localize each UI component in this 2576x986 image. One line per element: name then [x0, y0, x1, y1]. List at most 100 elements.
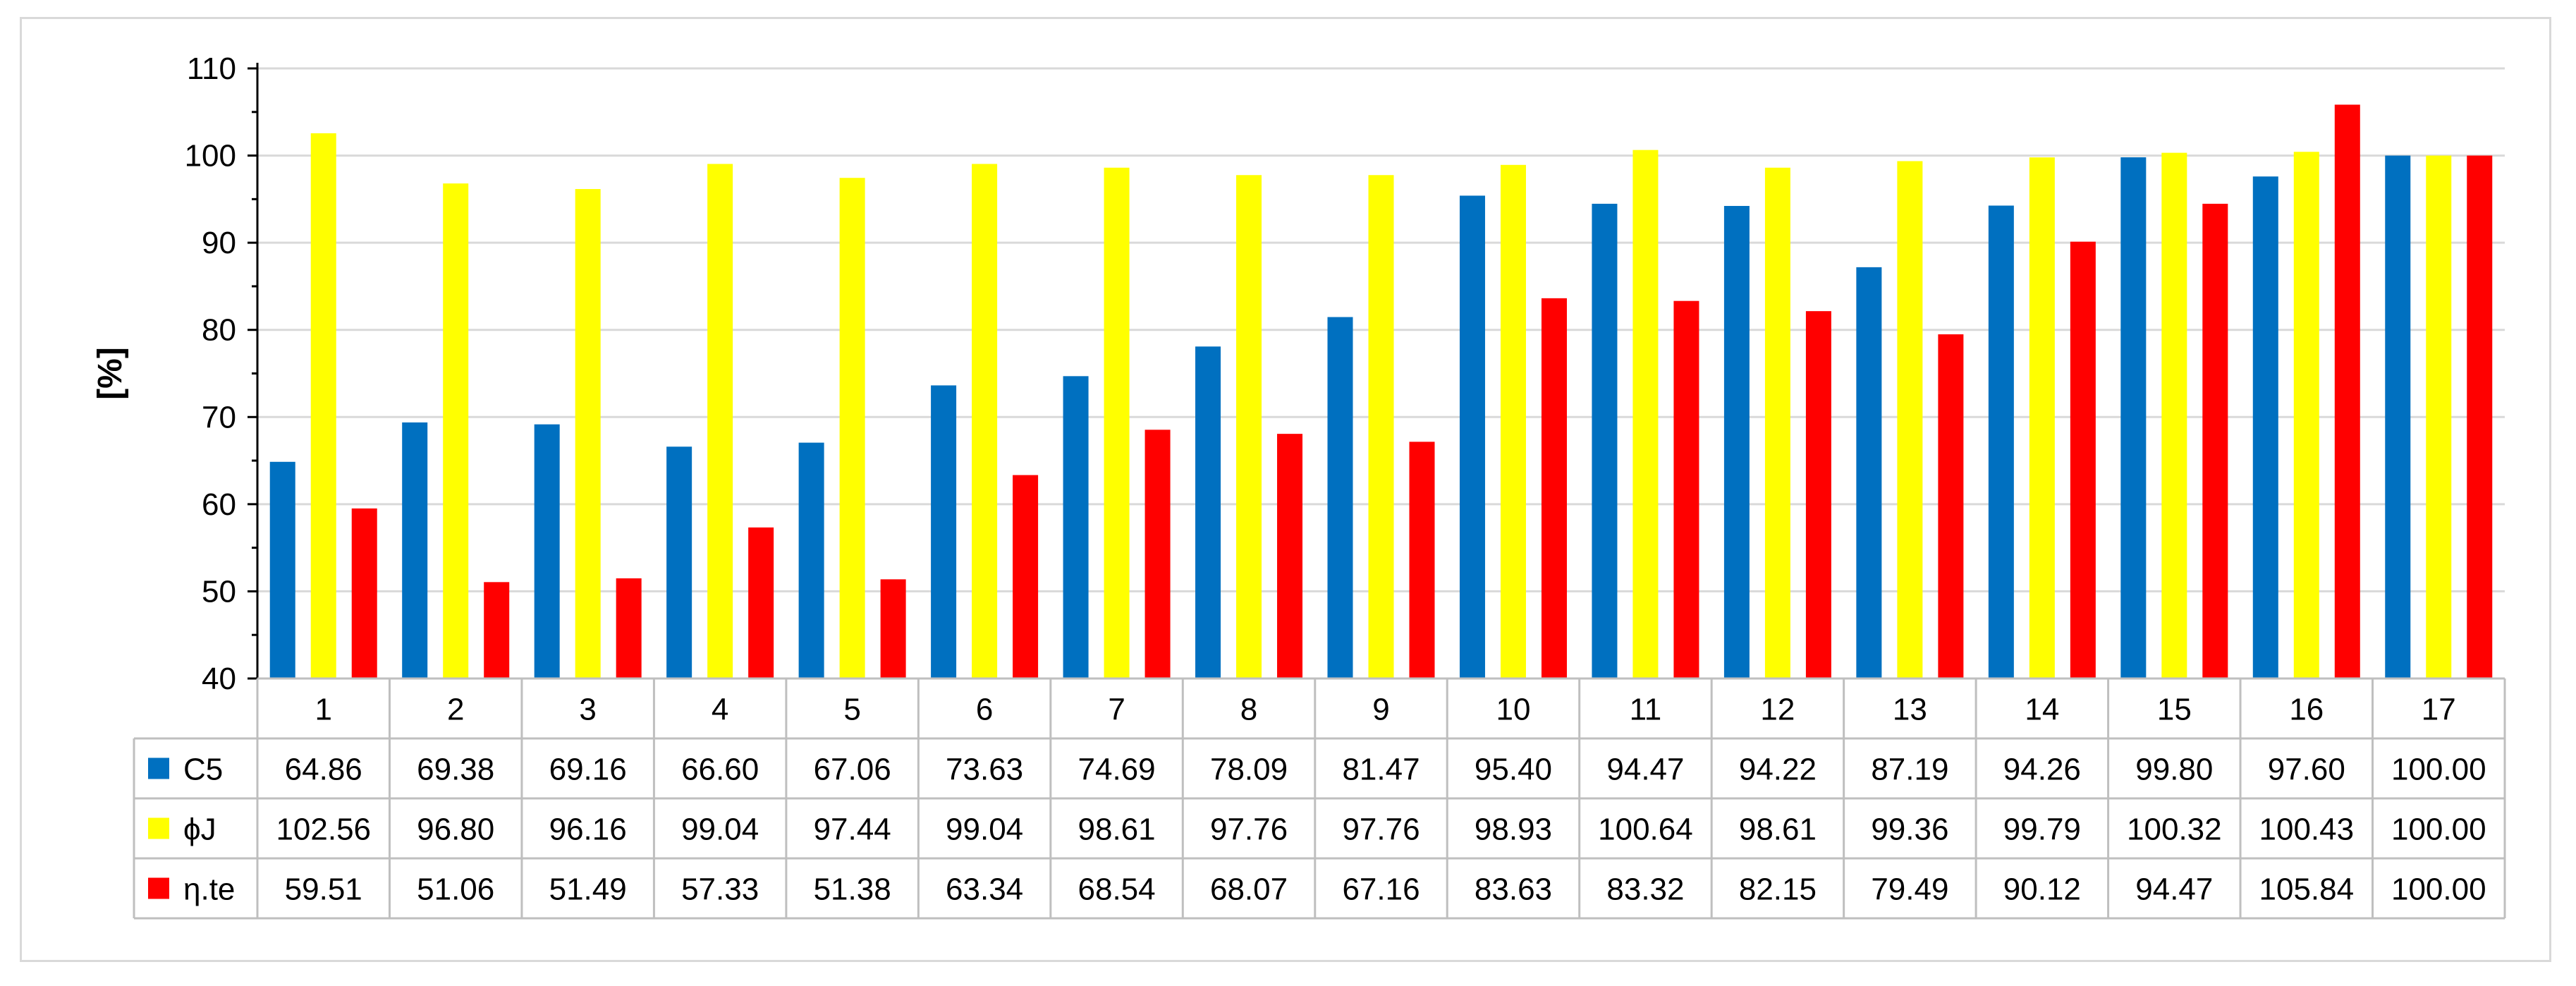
data-label: 100.00 — [2391, 753, 2486, 787]
bar-2-16 — [2293, 152, 2319, 678]
legend-label-1: C5 — [183, 753, 223, 787]
category-label: 11 — [1630, 693, 1662, 727]
bar-1-17 — [2385, 155, 2411, 679]
bar-2-14 — [2029, 157, 2055, 678]
category-label: 8 — [1240, 693, 1257, 727]
data-label: 99.04 — [681, 812, 759, 847]
category-label: 12 — [1760, 693, 1795, 727]
data-label: 99.80 — [2135, 753, 2213, 787]
bar-2-15 — [2161, 152, 2187, 679]
data-label: 51.49 — [549, 872, 627, 907]
data-label: 100.64 — [1598, 812, 1693, 847]
legend-swatch-1 — [148, 757, 169, 779]
bar-3-2 — [484, 582, 510, 678]
category-label: 17 — [2422, 693, 2456, 727]
data-label: 66.60 — [681, 753, 759, 787]
bar-3-10 — [1541, 298, 1567, 678]
data-label: 96.80 — [417, 812, 494, 847]
bar-3-5 — [880, 579, 906, 678]
bar-1-9 — [1327, 317, 1353, 678]
data-label: 98.93 — [1475, 812, 1552, 847]
data-label: 83.32 — [1606, 872, 1684, 907]
bar-1-2 — [402, 422, 428, 678]
y-tick-label: 40 — [202, 662, 236, 696]
bar-2-5 — [839, 178, 865, 679]
data-label: 63.34 — [946, 872, 1023, 907]
bar-2-9 — [1368, 175, 1394, 678]
legend-label-2: ϕJ — [183, 812, 216, 847]
bar-3-9 — [1409, 442, 1435, 678]
category-label: 6 — [976, 693, 993, 727]
data-label: 82.15 — [1739, 872, 1817, 907]
bar-2-8 — [1236, 175, 1262, 678]
bar-1-4 — [666, 446, 692, 678]
data-label: 97.44 — [814, 812, 891, 847]
category-label: 13 — [1893, 693, 1927, 727]
category-label: 3 — [579, 693, 596, 727]
data-label: 105.84 — [2259, 872, 2355, 907]
data-label: 100.00 — [2391, 812, 2486, 847]
bar-3-3 — [616, 578, 642, 678]
data-label: 94.22 — [1739, 753, 1817, 787]
data-label: 102.56 — [276, 812, 371, 847]
data-label: 90.12 — [2003, 872, 2081, 907]
bar-2-13 — [1897, 161, 1923, 679]
category-label: 15 — [2157, 693, 2192, 727]
bar-3-17 — [2467, 155, 2493, 679]
bar-2-2 — [443, 183, 469, 679]
y-tick-label: 70 — [202, 400, 236, 434]
bar-2-12 — [1764, 167, 1790, 678]
category-label: 9 — [1372, 693, 1389, 727]
category-label: 10 — [1496, 693, 1530, 727]
data-label: 94.47 — [1606, 753, 1684, 787]
y-tick-label: 110 — [187, 51, 236, 86]
bar-3-14 — [2070, 241, 2096, 678]
bar-1-8 — [1195, 346, 1221, 678]
legend-label-3: η.te — [183, 872, 235, 907]
bar-3-7 — [1144, 430, 1171, 678]
y-tick-label: 80 — [202, 313, 236, 348]
data-label: 100.43 — [2259, 812, 2355, 847]
bar-1-1 — [269, 461, 295, 678]
bar-2-3 — [575, 189, 601, 679]
data-label: 51.06 — [417, 872, 494, 907]
y-tick-label: 50 — [202, 574, 236, 609]
bar-1-16 — [2252, 176, 2278, 678]
data-label: 57.33 — [681, 872, 759, 907]
bar-2-10 — [1500, 164, 1526, 678]
data-label: 69.38 — [417, 753, 494, 787]
data-label: 59.51 — [285, 872, 362, 907]
y-axis-label: [%] — [92, 347, 129, 400]
y-tick-label: 60 — [202, 487, 236, 522]
bar-3-11 — [1673, 300, 1699, 678]
category-label: 4 — [712, 693, 728, 727]
data-label: 73.63 — [946, 753, 1023, 787]
legend-swatch-3 — [148, 877, 169, 899]
bar-3-16 — [2334, 104, 2360, 679]
bar-1-11 — [1592, 203, 1618, 678]
bar-3-12 — [1805, 311, 1831, 678]
bar-1-13 — [1856, 267, 1882, 678]
bar-1-12 — [1723, 205, 1750, 678]
data-label: 68.07 — [1210, 872, 1288, 907]
y-tick-label: 90 — [202, 226, 236, 260]
data-label: 100.00 — [2391, 872, 2486, 907]
data-label: 83.63 — [1475, 872, 1552, 907]
bar-3-15 — [2202, 203, 2228, 678]
data-label: 74.69 — [1078, 753, 1156, 787]
data-label: 99.04 — [946, 812, 1023, 847]
data-label: 98.61 — [1739, 812, 1817, 847]
data-label: 64.86 — [285, 753, 362, 787]
data-label: 81.47 — [1342, 753, 1420, 787]
data-label: 97.76 — [1210, 812, 1288, 847]
bar-1-3 — [534, 424, 560, 678]
data-label: 99.36 — [1871, 812, 1948, 847]
data-label: 94.26 — [2003, 753, 2081, 787]
category-label: 7 — [1108, 693, 1125, 727]
data-label: 94.47 — [2135, 872, 2213, 907]
bar-2-17 — [2426, 155, 2452, 679]
data-label: 68.54 — [1078, 872, 1156, 907]
category-label: 2 — [447, 693, 464, 727]
bar-2-6 — [972, 164, 998, 679]
